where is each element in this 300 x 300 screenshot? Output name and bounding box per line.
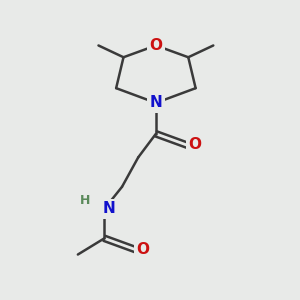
Text: O: O: [188, 137, 201, 152]
Text: O: O: [137, 242, 150, 257]
Text: N: N: [149, 95, 162, 110]
Text: O: O: [149, 38, 162, 53]
Text: H: H: [80, 194, 90, 207]
Text: N: N: [102, 201, 115, 216]
